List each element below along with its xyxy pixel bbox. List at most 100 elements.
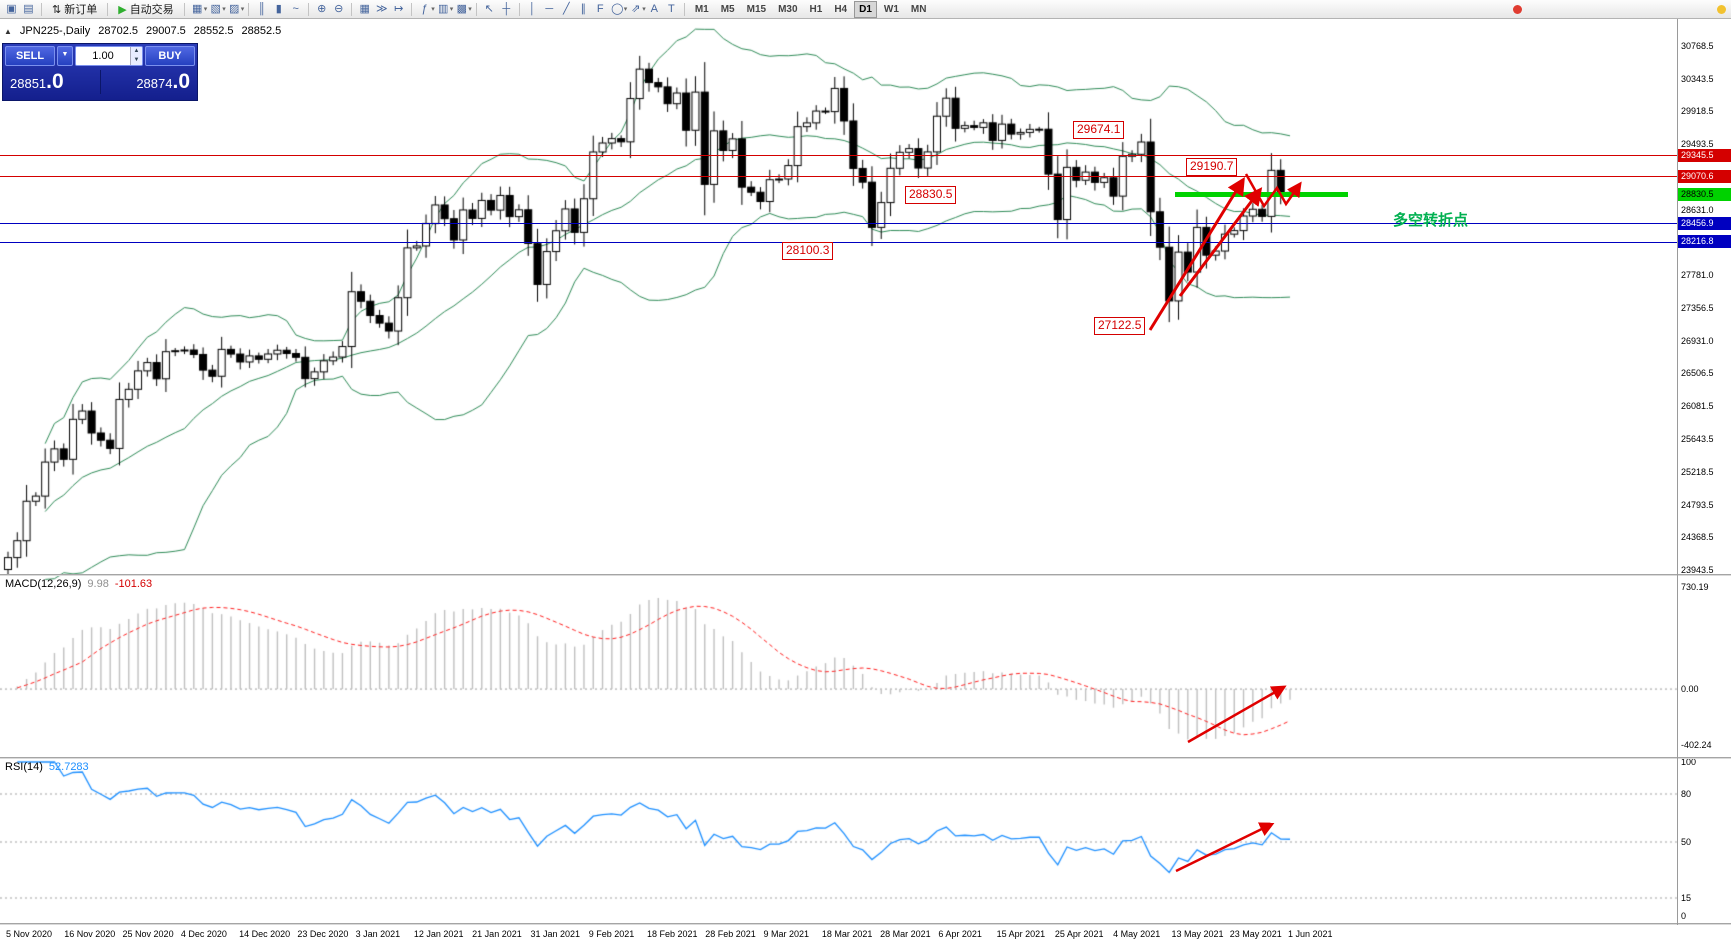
timeframe-m30[interactable]: M30	[778, 3, 798, 15]
price-axis-label: 26506.5	[1681, 368, 1714, 379]
periods-icon[interactable]: ▥	[438, 2, 449, 15]
new-order-button[interactable]: ⇅ 新订单	[46, 1, 103, 18]
shapes-icon[interactable]: ◯	[611, 2, 624, 15]
market-watch-icon[interactable]: ▤	[23, 2, 34, 15]
date-axis-label: 23 May 2021	[1229, 929, 1282, 939]
price-line-29070.6[interactable]	[0, 176, 1677, 178]
date-axis-label: 25 Apr 2021	[1054, 929, 1104, 939]
autotrading-button[interactable]: ▶ 自动交易	[112, 1, 179, 18]
toolbar-separator	[683, 2, 685, 16]
order-ticket-icon[interactable]: ▣	[6, 2, 17, 15]
support-band-28830.5[interactable]	[1175, 192, 1348, 198]
price-line-28216.8[interactable]	[0, 241, 1677, 243]
arrows-icon-caret[interactable]: ▾	[642, 6, 646, 13]
price-axis-label: 25218.5	[1681, 467, 1714, 478]
fibonacci-icon[interactable]: F	[596, 2, 604, 15]
tile-windows-icon[interactable]: ▦	[359, 2, 370, 15]
trendline-icon[interactable]: ╱	[562, 2, 570, 15]
timeframe-mn[interactable]: MN	[910, 3, 927, 15]
bull-bear-turning-point-note: 多空转折点	[1393, 212, 1469, 229]
profiles-icon[interactable]: ▨	[229, 2, 240, 15]
price-callout: 28100.3	[782, 241, 834, 260]
text-label-icon[interactable]: T	[667, 2, 675, 15]
arrows-icon[interactable]: ⇗	[631, 2, 641, 15]
timeframe-h1[interactable]: H1	[809, 3, 823, 15]
charts-grid-icon-caret[interactable]: ▾	[203, 6, 208, 13]
vertical-line-icon[interactable]: │	[528, 2, 536, 15]
date-axis-label: 14 Dec 2020	[239, 929, 291, 939]
main-macd-separator[interactable]	[0, 574, 1731, 576]
rsi-axis-label: 15	[1681, 893, 1692, 903]
timeframe-w1[interactable]: W1	[883, 3, 899, 15]
chart-shift-icon[interactable]: ↦	[394, 2, 404, 15]
indicators-icon-caret[interactable]: ▾	[431, 6, 435, 13]
date-axis-label: 13 May 2021	[1171, 929, 1224, 939]
shapes-icon-caret[interactable]: ▾	[623, 6, 628, 13]
price-callout: 27122.5	[1094, 316, 1146, 335]
date-axis-label: 23 Dec 2020	[297, 929, 349, 939]
buy-button[interactable]: BUY	[145, 46, 195, 66]
zoom-in-icon[interactable]: ⊕	[317, 2, 327, 15]
cursor-icon[interactable]: ↖	[484, 2, 494, 15]
line-chart-icon[interactable]: ~	[292, 2, 299, 15]
timeframe-m1[interactable]: M1	[694, 3, 709, 15]
templates-icon-caret[interactable]: ▾	[468, 6, 472, 13]
toolbar-separator	[308, 2, 310, 16]
price-axis-label: 29493.5	[1681, 138, 1714, 149]
timeframe-m15[interactable]: M15	[746, 3, 767, 15]
volume-down-icon[interactable]: ▼	[133, 57, 140, 63]
date-axis-label: 4 May 2021	[1113, 929, 1161, 939]
new-chart-icon-caret[interactable]: ▾	[222, 6, 226, 13]
date-axis-label: 28 Mar 2021	[880, 929, 931, 939]
price-axis-label: 26081.5	[1681, 400, 1714, 411]
periods-icon-caret[interactable]: ▾	[449, 6, 454, 13]
price-axis-label: 24368.5	[1681, 532, 1714, 543]
price-axis-label: 27356.5	[1681, 302, 1714, 313]
sell-button[interactable]: SELL	[5, 46, 55, 66]
rsi-indicator-label: RSI(14) 52.7283	[5, 761, 89, 773]
auto-scroll-icon[interactable]: ≫	[375, 2, 388, 15]
toolbar-separator	[411, 2, 413, 16]
price-tag-28456.9: 28456.9	[1678, 216, 1731, 230]
zoom-out-icon[interactable]: ⊖	[334, 2, 344, 15]
text-icon[interactable]: A	[650, 2, 658, 15]
volume-stepper[interactable]: ▲ ▼	[130, 47, 142, 65]
bar-chart-icon[interactable]: ║	[257, 2, 266, 15]
timeframe-d1[interactable]: D1	[854, 0, 877, 18]
volume-input[interactable]	[76, 47, 130, 65]
crosshair-icon[interactable]: ┼	[502, 2, 511, 15]
sell-price: 28851.0	[10, 70, 64, 93]
timeframe-m5[interactable]: M5	[720, 3, 735, 15]
price-callout: 29674.1	[1073, 121, 1125, 140]
order-type-dropdown-icon[interactable]: ▼	[57, 46, 73, 66]
volume-up-icon[interactable]: ▲	[133, 48, 140, 54]
price-axis-label: 30343.5	[1681, 73, 1714, 84]
date-axis-label: 18 Mar 2021	[821, 929, 873, 939]
profiles-icon-caret[interactable]: ▾	[240, 6, 245, 13]
timeframe-h4[interactable]: H4	[834, 3, 848, 15]
channel-icon[interactable]: ∥	[580, 2, 587, 15]
indicators-icon[interactable]: ƒ	[421, 2, 428, 15]
toolbar-separator	[248, 2, 250, 16]
date-axis-label: 6 Apr 2021	[938, 929, 982, 939]
price-tag-28216.8: 28216.8	[1678, 235, 1731, 249]
date-axis-label: 3 Jan 2021	[355, 929, 401, 939]
templates-icon[interactable]: ▩	[456, 2, 467, 15]
macd-axis-label: -402.24	[1681, 740, 1712, 751]
charts-grid-icon[interactable]: ▦	[191, 2, 203, 15]
one-click-toggle-icon[interactable]: ▲	[4, 26, 12, 36]
date-axis-label: 9 Feb 2021	[588, 929, 635, 939]
candlestick-icon[interactable]: ▮	[275, 2, 282, 15]
date-axis-label: 28 Feb 2021	[705, 929, 756, 939]
toolbar-separator	[41, 2, 42, 16]
price-callout: 28830.5	[905, 185, 957, 204]
price-line-28456.9[interactable]	[0, 223, 1677, 225]
date-axis-label: 31 Jan 2021	[530, 929, 580, 939]
new-chart-icon[interactable]: ▧	[210, 2, 221, 15]
macd-axis-label: 730.19	[1681, 581, 1709, 592]
price-line-29345.5[interactable]	[0, 155, 1677, 157]
new-order-button-label: 新订单	[64, 4, 98, 16]
horizontal-line-icon[interactable]: ─	[545, 2, 554, 15]
macd-rsi-separator[interactable]	[0, 757, 1731, 759]
